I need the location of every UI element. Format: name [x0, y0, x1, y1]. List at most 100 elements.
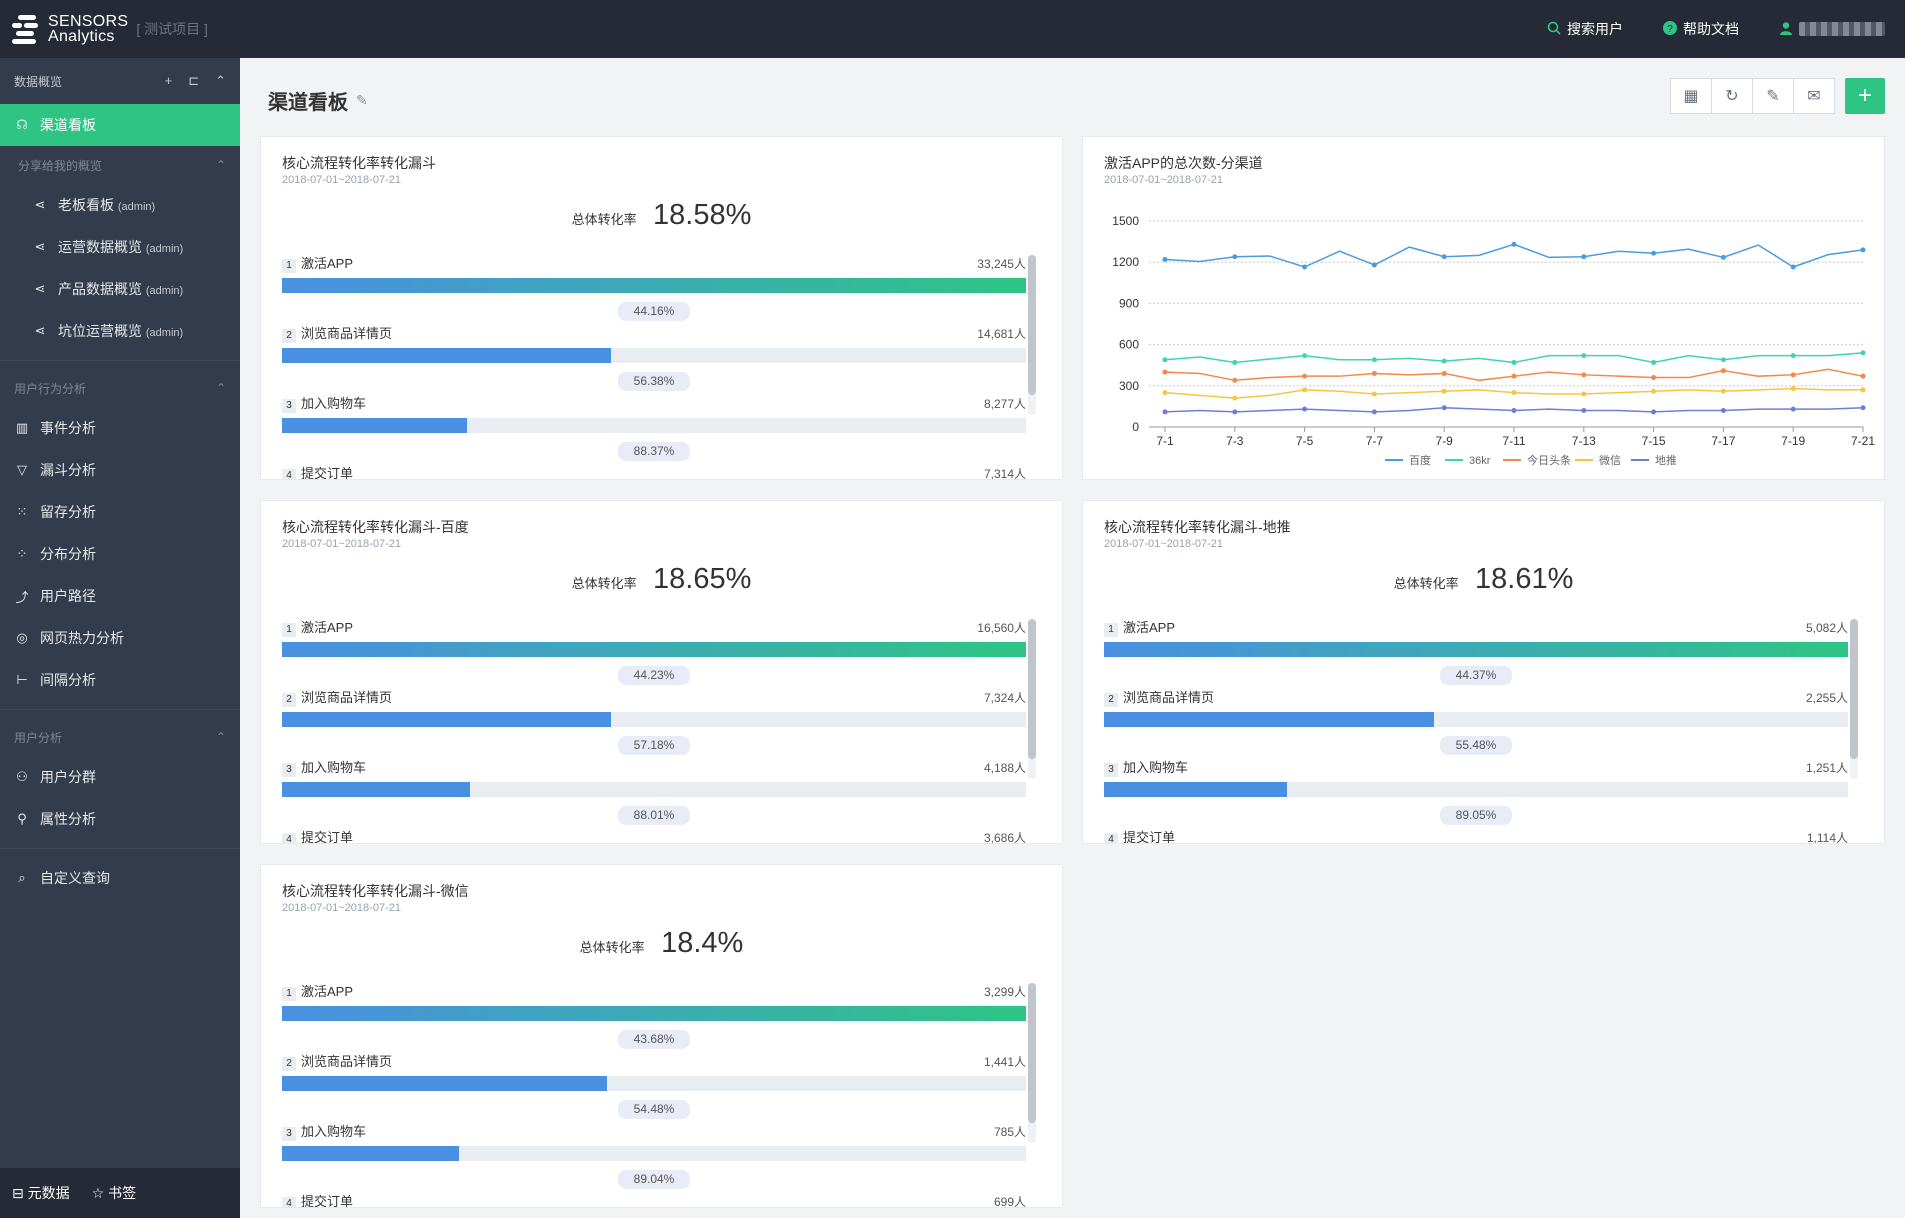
chevron-up-icon[interactable]: ⌃	[215, 73, 226, 88]
sidebar-item-shared[interactable]: ⋖ 产品数据概览 (admin)	[0, 268, 240, 310]
mail-button[interactable]: ✉	[1793, 78, 1835, 114]
step-number: 2	[282, 329, 296, 343]
add-widget-button[interactable]: +	[1845, 78, 1885, 114]
data-point	[1720, 388, 1726, 394]
data-point	[1441, 254, 1447, 260]
chevron-up-icon[interactable]: ⌃	[215, 381, 226, 395]
data-point	[1860, 247, 1866, 253]
user-section-header[interactable]: 用户分析 ⌃	[0, 718, 240, 756]
data-point	[1651, 375, 1657, 381]
data-point	[1162, 390, 1168, 396]
scrollbar-thumb[interactable]	[1850, 619, 1858, 759]
sensors-logo[interactable]: SENSORS Analytics [ 测试项目 ]	[12, 11, 242, 47]
step-label: 提交订单	[301, 1194, 354, 1208]
funnel-step[interactable]: 4 提交订单 3,686人	[282, 827, 1026, 843]
dashboard-toolbar: ▦ ↻ ✎ ✉ +	[1670, 78, 1885, 114]
data-point	[1441, 388, 1447, 394]
sidebar-item-channel-board[interactable]: ☊ 渠道看板	[0, 104, 240, 146]
funnel-step[interactable]: 4 提交订单 699人	[282, 1193, 1026, 1208]
logo-text: SENSORS Analytics	[48, 13, 129, 45]
sidebar-item-user-segments[interactable]: ⚇ 用户分群	[0, 756, 240, 798]
step-conversion-badge: 88.01%	[618, 806, 690, 825]
behavior-section-header[interactable]: 用户行为分析 ⌃	[0, 369, 240, 407]
shared-section-header[interactable]: 分享给我的概览 ⌃	[0, 146, 240, 184]
sidebar-item-shared[interactable]: ⋖ 坑位运营概览 (admin)	[0, 310, 240, 352]
sidebar-item-heatmap-analysis[interactable]: ◎ 网页热力分析	[0, 617, 240, 659]
steps-scrollbar[interactable]	[1028, 255, 1036, 415]
help-docs-link[interactable]: ? 帮助文档	[1663, 19, 1739, 39]
scrollbar-thumb[interactable]	[1028, 255, 1036, 395]
funnel-step[interactable]: 1 激活APP 16,560人 44.23%	[282, 619, 1026, 689]
data-point	[1371, 357, 1377, 363]
sidebar-item-custom-query[interactable]: ⌕ 自定义查询	[0, 857, 240, 899]
sidebar-item-distribution-analysis[interactable]: ⁘ 分布分析	[0, 533, 240, 575]
funnel-step[interactable]: 2 浏览商品详情页 2,255人 55.48%	[1104, 689, 1848, 759]
overview-section-header: 数据概览 + ⊏ ⌃	[0, 58, 240, 104]
funnel-icon: ▽	[17, 462, 27, 477]
funnel-step[interactable]: 2 浏览商品详情页 14,681人 56.38%	[282, 325, 1026, 395]
share-folder-icon[interactable]: ⊏	[188, 73, 200, 88]
edit-button[interactable]: ✎	[1752, 78, 1794, 114]
sidebar-item-event-analysis[interactable]: ▥ 事件分析	[0, 407, 240, 449]
funnel-step[interactable]: 1 激活APP 5,082人 44.37%	[1104, 619, 1848, 689]
legend-label: 今日头条	[1527, 453, 1571, 467]
steps-scrollbar[interactable]	[1028, 983, 1036, 1143]
step-bar	[282, 278, 1026, 293]
step-count: 785人	[993, 1124, 1026, 1139]
funnel-step[interactable]: 1 激活APP 33,245人 44.16%	[282, 255, 1026, 325]
data-point	[1511, 373, 1517, 379]
refresh-button[interactable]: ↻	[1711, 78, 1753, 114]
sidebar-item-user-path[interactable]: ⤴ 用户路径	[0, 575, 240, 617]
card-title: 激活APP的总次数-分渠道	[1104, 155, 1263, 171]
overall-conversion-value: 18.58%	[653, 199, 752, 231]
bookmark-link[interactable]: ☆ 书签	[91, 1185, 137, 1201]
sidebar-item-interval-analysis[interactable]: ⊢ 间隔分析	[0, 659, 240, 701]
funnel-step[interactable]: 1 激活APP 3,299人 43.68%	[282, 983, 1026, 1053]
sidebar-item-attribute-analysis[interactable]: ⚲ 属性分析	[0, 798, 240, 840]
step-label: 提交订单	[301, 466, 354, 480]
chevron-up-icon[interactable]: ⌃	[215, 158, 226, 172]
scrollbar-thumb[interactable]	[1028, 619, 1036, 759]
line-chart[interactable]: 0 300 600 900 1200 1500 7-1 7-3 7-5 7-7 7-9 7-11 7-1…	[1083, 137, 1885, 480]
sidebar-item-shared[interactable]: ⋖ 运营数据概览 (admin)	[0, 226, 240, 268]
steps-scrollbar[interactable]	[1028, 619, 1036, 779]
funnel-step[interactable]: 2 浏览商品详情页 1,441人 54.48%	[282, 1053, 1026, 1123]
funnel-step[interactable]: 2 浏览商品详情页 7,324人 57.18%	[282, 689, 1026, 759]
funnel-step[interactable]: 4 提交订单 1,114人	[1104, 829, 1848, 843]
query-icon: ⌕	[18, 870, 26, 885]
step-bar-track	[282, 1006, 1026, 1021]
funnel-step[interactable]: 3 加入购物车 785人 89.04%	[282, 1123, 1026, 1193]
funnel-step[interactable]: 3 加入购物车 8,277人 88.37%	[282, 395, 1026, 465]
x-tick-label: 7-9	[1436, 434, 1454, 448]
metadata-link[interactable]: ⊟ 元数据	[12, 1185, 70, 1201]
funnel-step[interactable]: 3 加入购物车 4,188人 88.01%	[282, 759, 1026, 829]
step-conversion-badge: 57.18%	[618, 736, 690, 755]
data-point	[1651, 250, 1657, 256]
sidebar-item-shared[interactable]: ⋖ 老板看板 (admin)	[0, 184, 240, 226]
edit-title-icon[interactable]: ✎	[356, 92, 368, 108]
step-name: 3 加入购物车	[282, 393, 366, 413]
overview-section-title: 数据概览	[14, 74, 63, 89]
user-name-blurred	[1799, 22, 1885, 36]
y-tick-label: 1200	[1112, 255, 1139, 269]
search-user-link[interactable]: 搜索用户	[1547, 19, 1623, 39]
add-icon[interactable]: +	[164, 73, 173, 88]
sidebar-item-funnel-analysis[interactable]: ▽ 漏斗分析	[0, 449, 240, 491]
step-name: 4 提交订单	[282, 827, 353, 843]
data-point	[1302, 353, 1308, 359]
step-label: 浏览商品详情页	[1123, 690, 1215, 705]
chevron-up-icon[interactable]: ⌃	[215, 730, 226, 744]
sidebar-item-label: 渠道看板	[40, 117, 96, 133]
scrollbar-thumb[interactable]	[1028, 983, 1036, 1123]
step-number: 4	[282, 1197, 296, 1207]
step-name: 2 浏览商品详情页	[282, 1051, 392, 1071]
steps-scrollbar[interactable]	[1850, 619, 1858, 779]
date-picker-button[interactable]: ▦	[1670, 78, 1712, 114]
funnel-step[interactable]: 3 加入购物车 1,251人 89.05%	[1104, 759, 1848, 829]
step-number: 3	[282, 1127, 296, 1141]
sidebar-item-retention-analysis[interactable]: ⁙ 留存分析	[0, 491, 240, 533]
star-icon: ☆	[91, 1185, 105, 1201]
user-menu[interactable]	[1779, 21, 1885, 38]
funnel-step[interactable]: 4 提交订单 7,314人	[282, 465, 1026, 480]
project-name[interactable]: [ 测试项目 ]	[136, 21, 208, 37]
